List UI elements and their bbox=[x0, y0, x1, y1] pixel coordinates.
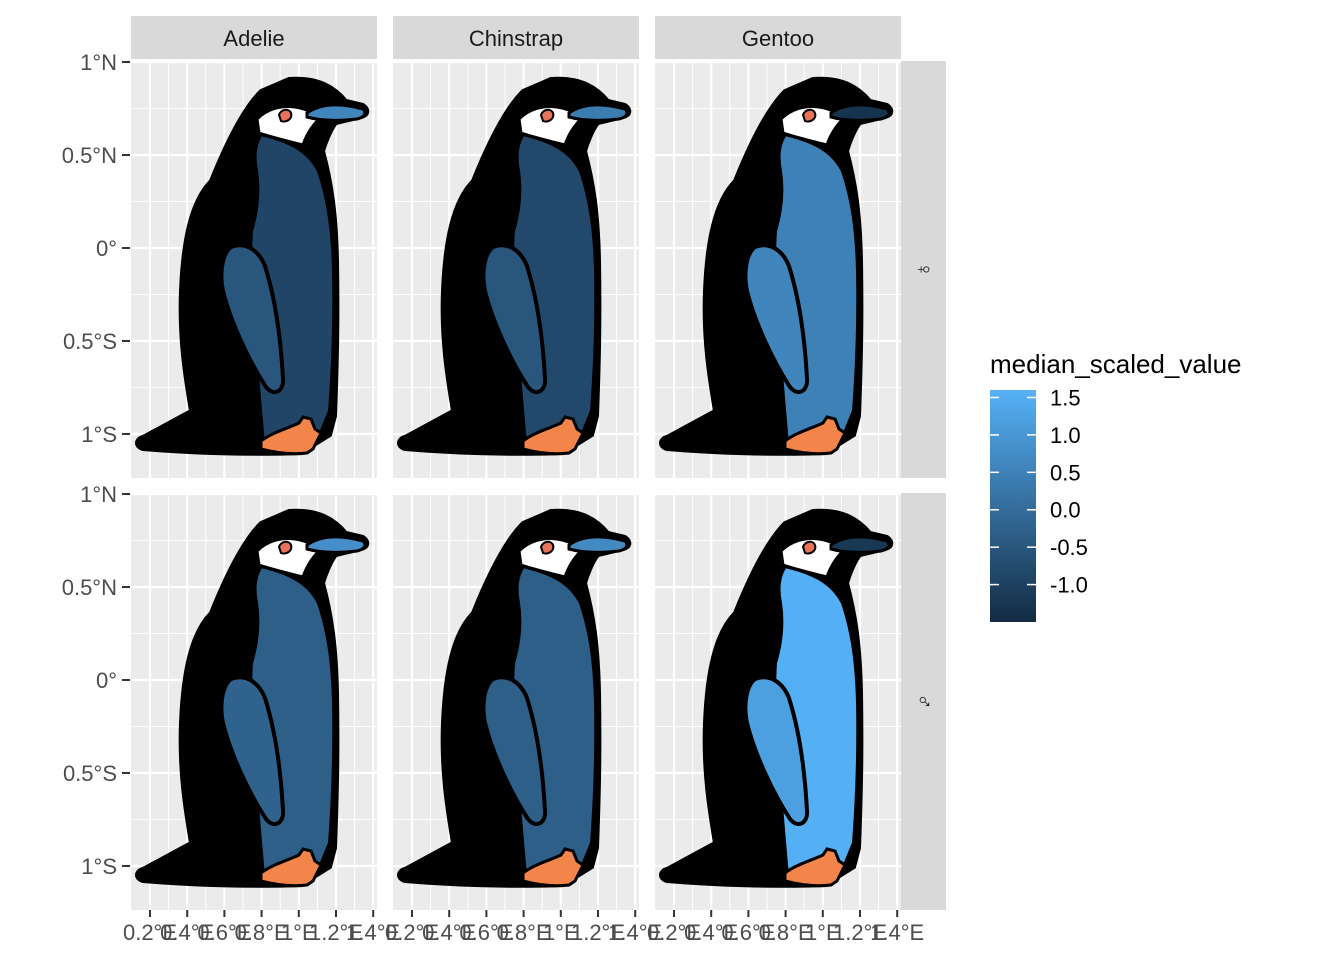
penguin-eye-mark bbox=[277, 108, 293, 123]
strip-background bbox=[901, 493, 946, 910]
penguin-feet-mark bbox=[259, 847, 323, 888]
x-tick-label: 1°E bbox=[543, 920, 579, 945]
panel-adelie-1 bbox=[131, 492, 377, 910]
strip-gentoo: Gentoo bbox=[655, 16, 901, 59]
penguin-beak-mark bbox=[567, 103, 629, 122]
panel-chinstrap-1 bbox=[393, 492, 639, 910]
penguin-beak-mark bbox=[305, 535, 367, 554]
y-tick-label: 0.5°S bbox=[63, 761, 117, 786]
penguin-flipper-mark bbox=[481, 243, 548, 395]
x-tick-label: 0.2°E bbox=[385, 920, 439, 945]
x-tick-label: 1.4°E bbox=[870, 920, 924, 945]
x-tick-label: 1.2°E bbox=[309, 920, 363, 945]
penguin-eye-mark bbox=[801, 540, 817, 555]
x-tick-label: 0.4°E bbox=[422, 920, 476, 945]
penguin-flipper-mark bbox=[219, 675, 286, 827]
x-tick-label: 1.4°E bbox=[608, 920, 662, 945]
penguin-beak-mark bbox=[829, 535, 891, 554]
strip-label: Gentoo bbox=[742, 26, 814, 51]
strip-background bbox=[655, 16, 901, 59]
penguin-feet-mark bbox=[521, 847, 585, 888]
strip-label: Chinstrap bbox=[469, 26, 563, 51]
strip-background bbox=[131, 16, 377, 59]
penguin-adelie-1 bbox=[135, 508, 370, 888]
x-tick-label: 0.4°E bbox=[684, 920, 738, 945]
strip-row-1: ♂ bbox=[901, 493, 946, 910]
x-tick-label: 1.2°E bbox=[833, 920, 887, 945]
y-tick-label: 0.5°N bbox=[62, 143, 117, 168]
penguin-flipper-mark bbox=[219, 243, 286, 395]
legend-break-label: 0.5 bbox=[1050, 460, 1081, 485]
x-tick-label: 0.6°E bbox=[197, 920, 251, 945]
penguin-beak-mark bbox=[567, 535, 629, 554]
legend-title: median_scaled_value bbox=[990, 349, 1242, 379]
x-tick-label: 1.2°E bbox=[571, 920, 625, 945]
y-tick-label: 1°S bbox=[81, 854, 117, 879]
y-tick-label: 0° bbox=[96, 668, 117, 693]
y-tick-label: 0.5°S bbox=[63, 329, 117, 354]
x-tick-label: 0.2°E bbox=[123, 920, 177, 945]
y-tick-label: 0° bbox=[96, 236, 117, 261]
y-tick-label: 1°N bbox=[80, 482, 117, 507]
penguin-eye-mark bbox=[277, 540, 293, 555]
strip-label: ♀ bbox=[912, 261, 937, 278]
x-tick-label: 1°E bbox=[805, 920, 841, 945]
y-tick-label: 1°S bbox=[81, 422, 117, 447]
x-tick-label: 0.2°E bbox=[647, 920, 701, 945]
panel-adelie-0 bbox=[131, 60, 377, 478]
strip-background bbox=[901, 61, 946, 478]
legend-break-label: 1.0 bbox=[1050, 423, 1081, 448]
panel-gentoo-1 bbox=[655, 492, 901, 910]
panel-chinstrap-0 bbox=[393, 60, 639, 478]
penguin-beak-mark bbox=[829, 103, 891, 122]
penguin-eye-mark bbox=[539, 540, 555, 555]
strip-row-0: ♀ bbox=[901, 61, 946, 478]
y-tick-label: 1°N bbox=[80, 50, 117, 75]
penguin-feet-mark bbox=[783, 847, 847, 888]
strip-chinstrap: Chinstrap bbox=[393, 16, 639, 59]
x-tick-label: 0.8°E bbox=[497, 920, 551, 945]
penguin-chinstrap-0 bbox=[397, 76, 632, 456]
penguin-adelie-0 bbox=[135, 76, 370, 456]
legend-break-label: -1.0 bbox=[1050, 573, 1088, 598]
x-tick-label: 1.4°E bbox=[346, 920, 400, 945]
penguin-feet-mark bbox=[259, 415, 323, 456]
legend: median_scaled_value 1.5 1.0 0.5 0.0 -0.5 -1.0 bbox=[990, 349, 1242, 622]
penguin-gentoo-1 bbox=[659, 508, 894, 888]
y-tick-label: 0.5°N bbox=[62, 575, 117, 600]
legend-break-label: 1.5 bbox=[1050, 385, 1081, 410]
penguin-flipper-mark bbox=[743, 675, 810, 827]
penguin-flipper-mark bbox=[481, 675, 548, 827]
x-tick-label: 0.6°E bbox=[459, 920, 513, 945]
strip-adelie: Adelie bbox=[131, 16, 377, 59]
penguin-beak-mark bbox=[305, 103, 367, 122]
penguin-chinstrap-1 bbox=[397, 508, 632, 888]
penguin-feet-mark bbox=[783, 415, 847, 456]
x-tick-label: 0.6°E bbox=[721, 920, 775, 945]
legend-break-label: -0.5 bbox=[1050, 535, 1088, 560]
penguin-flipper-mark bbox=[743, 243, 810, 395]
strip-label: Adelie bbox=[223, 26, 284, 51]
penguin-feet-mark bbox=[521, 415, 585, 456]
strip-background bbox=[393, 16, 639, 59]
x-tick-label: 0.8°E bbox=[759, 920, 813, 945]
penguin-gentoo-0 bbox=[659, 76, 894, 456]
penguin-eye-mark bbox=[539, 108, 555, 123]
strip-label: ♂ bbox=[912, 693, 937, 710]
x-tick-label: 0.8°E bbox=[235, 920, 289, 945]
panel-gentoo-0 bbox=[655, 60, 901, 478]
legend-break-label: 0.0 bbox=[1050, 498, 1081, 523]
penguin-eye-mark bbox=[801, 108, 817, 123]
x-tick-label: 0.4°E bbox=[160, 920, 214, 945]
x-tick-label: 1°E bbox=[281, 920, 317, 945]
legend-colorbar bbox=[990, 390, 1036, 622]
